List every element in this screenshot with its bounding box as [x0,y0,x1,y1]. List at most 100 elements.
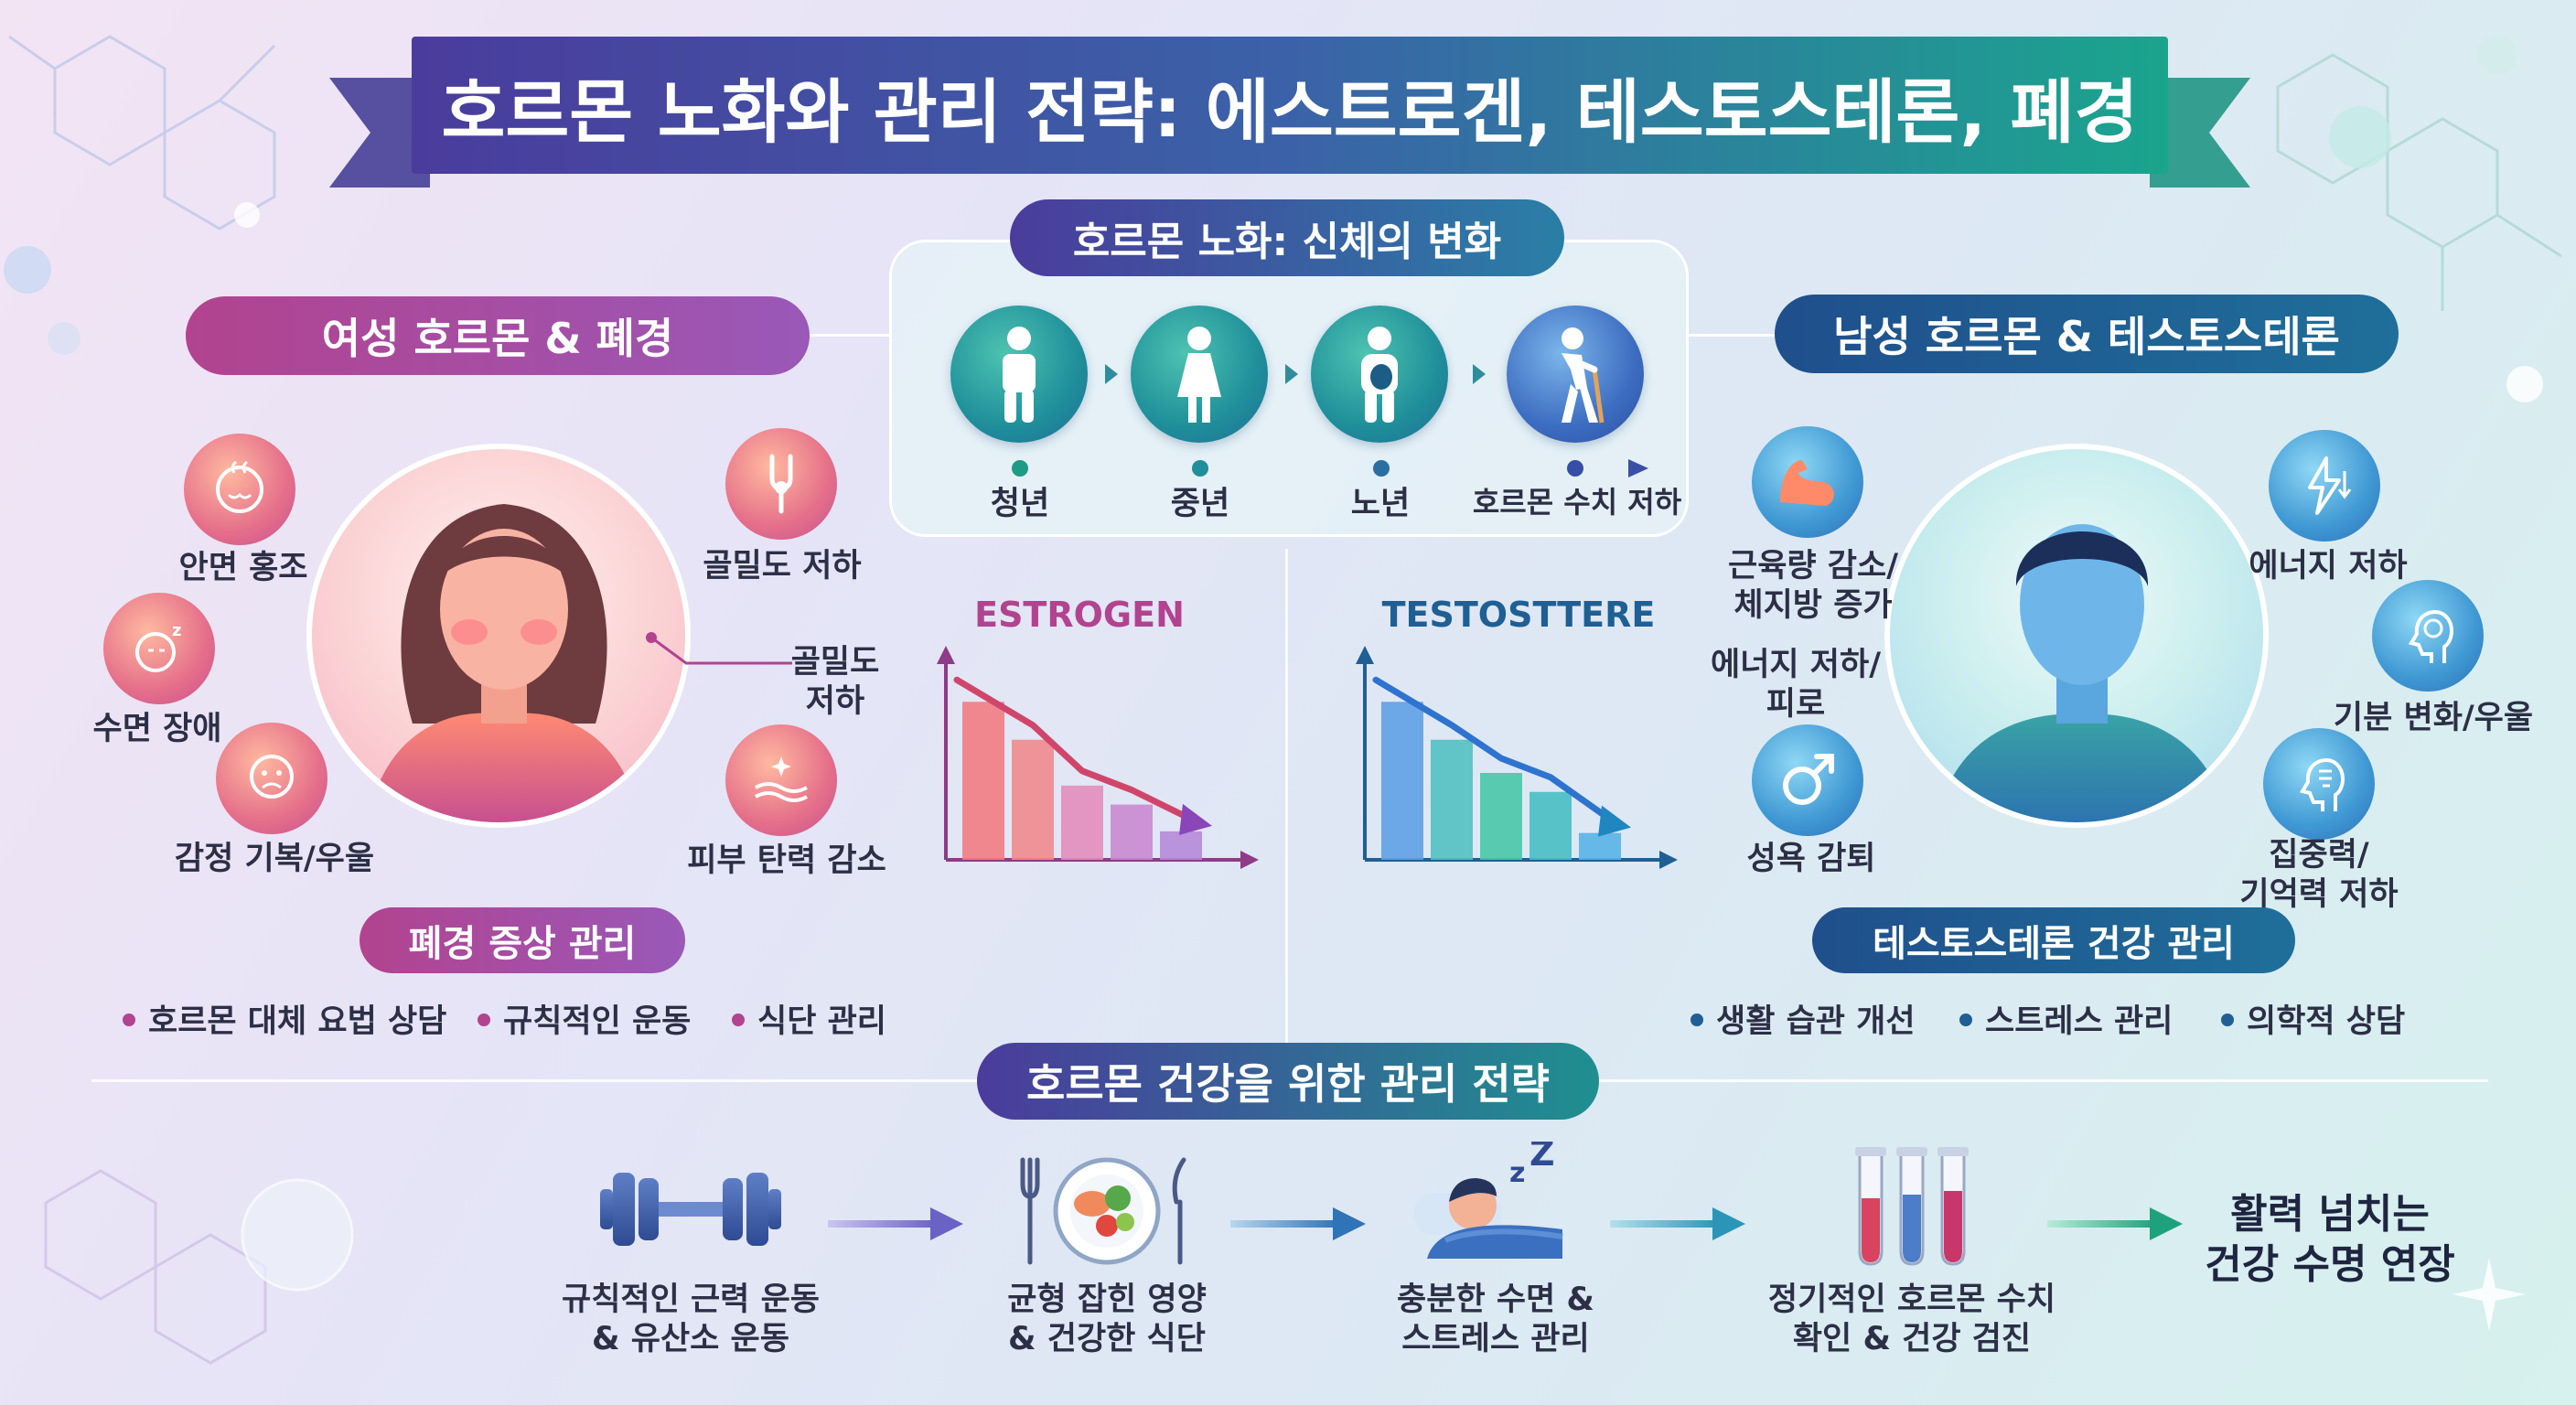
molecule-decoration-topright [2276,35,2562,402]
center-divider [1285,549,1288,1043]
hot-flash-face-icon [184,434,295,545]
female-mgmt-item-1: 호르몬 대체 요법 상담 [123,995,446,1042]
sleeping-person-icon: z Z [1414,1142,1563,1259]
chevron-icon-3 [1473,364,1486,384]
male-mgmt-item-2: 스트레스 관리 [1959,995,2173,1042]
female-mgmt-label-2: 규칙적인 운동 [503,1003,692,1040]
male-portrait [1884,444,2269,828]
testosterone-chart [1356,646,1678,869]
stage-label-elder: 노년 [1350,486,1411,522]
skin-elasticity-icon [725,724,837,836]
svg-text:z: z [1509,1157,1525,1189]
testosterone-chart-title: TESTOSTTERE [1381,595,1656,635]
molecule-decoration-topleft [4,35,276,355]
female-mgmt-label-1: 호르몬 대체 요법 상담 [148,1003,447,1040]
symptom-skin: 피부 탄력 감소 [687,842,886,879]
male-mgmt-item-1: 생활 습관 개선 [1690,995,1916,1042]
female-mgmt-label-3: 식단 관리 [757,1003,886,1040]
male-mgmt-item-3: 의학적 상담 [2221,995,2405,1042]
stage-low-hormone-figure [1507,306,1644,443]
older-person-icon [1361,327,1398,423]
bullet-dot [123,1014,135,1026]
male-management-header: 테스토스테론 건강 관리 [1812,907,2295,973]
young-person-icon [1003,327,1036,423]
stage-middle-figure [1131,306,1268,443]
symptom-mood: 감정 기복/우울 [174,841,375,877]
strategy-step-1: 규칙적인 근력 운동 & 유산소 운동 [562,1282,820,1357]
male-mgmt-label-1: 생활 습관 개선 [1716,1003,1916,1040]
female-header: 여성 호르몬 & 폐경 [186,296,810,375]
bullet-dot [732,1014,745,1026]
estrogen-bar-3 [1061,785,1103,860]
callout-bone-density: 골밀도 저하 [790,644,880,720]
strategy-result: 활력 넘치는 건강 수명 연장 [2205,1191,2455,1288]
symptom-energy: 에너지 저하 [2249,548,2408,585]
estrogen-bar-2 [1012,739,1054,860]
symptom-bone-density: 골밀도 저하 [703,548,862,585]
testosterone-y-axis-arrow [1356,646,1374,664]
cane-person-icon [1562,327,1605,424]
estrogen-trend-arrow [1179,803,1212,835]
estrogen-bar-5 [1160,831,1202,860]
testosterone-x-axis-arrow [1659,851,1678,869]
man-portrait-icon [1937,524,2227,822]
female-management-header: 폐경 증상 관리 [360,907,685,973]
testosterone-bar-1 [1381,702,1423,860]
testosterone-bar-3 [1480,773,1522,860]
aging-timeline [933,459,1648,477]
arrow-icon-4 [2047,1207,2183,1240]
male-symbol-icon [1752,724,1863,836]
testosterone-bar-4 [1530,791,1572,860]
testosterone-bar-2 [1431,739,1473,860]
symptom-hot-flash: 안면 홍조 [178,550,308,586]
insomnia-face-icon: z [103,593,215,704]
stage-label-middle: 중년 [1170,486,1230,522]
male-mgmt-label-3: 의학적 상담 [2247,1003,2406,1040]
chevron-icon-1 [1105,364,1118,384]
testosterone-bar-5 [1579,832,1621,860]
stage-label-low-hormone: 호르몬 수치 저하 [1472,485,1682,520]
bullet-dot [478,1014,490,1026]
aging-header: 호르몬 노화: 신체의 변화 [1010,199,1564,276]
symptom-fatigue: 에너지 저하/ 피로 [1711,647,1881,723]
svg-text:Z: Z [1530,1142,1555,1174]
low-energy-icon [2269,430,2380,542]
estrogen-trend-line [953,676,1201,826]
symptom-muscle: 근육량 감소/ 체지방 증가 [1728,548,1898,624]
sad-face-icon [216,723,327,834]
brain-head-icon [2372,580,2484,692]
stage-elder-figure [1311,306,1448,443]
male-mgmt-label-2: 스트레스 관리 [1985,1003,2174,1040]
woman-icon [1177,327,1221,423]
strategy-step-3: 충분한 수면 & 스트레스 관리 [1397,1282,1594,1357]
connector-left [809,334,889,337]
page-title: 호르몬 노화와 관리 전략: 에스트로겐, 테스토스테론, 폐경 [441,71,2139,153]
bullet-dot [1959,1014,1972,1026]
bicep-icon [1752,426,1863,538]
title-ribbon [329,37,2250,188]
estrogen-chart-title: ESTROGEN [974,595,1185,635]
healthy-plate-icon [1020,1157,1186,1265]
strategy-header: 호르몬 건강을 위한 관리 전략 [977,1043,1599,1120]
connector-right [1689,334,1782,337]
female-mgmt-item-3: 식단 관리 [732,995,886,1042]
sparkle-icon [2453,1258,2526,1331]
estrogen-bar-1 [962,702,1004,860]
bullet-dot [1690,1014,1703,1026]
estrogen-bar-4 [1111,804,1153,860]
chevron-icon-2 [1285,364,1298,384]
strategy-step-2: 균형 잡힌 영양 & 건강한 식단 [1007,1282,1207,1357]
male-header: 남성 호르몬 & 테스토스테론 [1775,295,2399,373]
symptom-focus: 집중력/ 기억력 저하 [2239,837,2399,913]
symptom-sleep: 수면 장애 [92,711,222,747]
female-portrait [306,444,691,828]
focus-brain-icon [2263,728,2375,840]
female-mgmt-item-2: 규칙적인 운동 [478,995,691,1042]
test-tubes-icon [1855,1147,1969,1266]
callout-line [646,632,792,665]
estrogen-y-axis-arrow [937,646,955,664]
estrogen-chart [937,646,1259,869]
testosterone-trend-line [1372,676,1620,828]
woman-portrait-icon [368,504,640,822]
estrogen-x-axis-arrow [1240,851,1259,869]
